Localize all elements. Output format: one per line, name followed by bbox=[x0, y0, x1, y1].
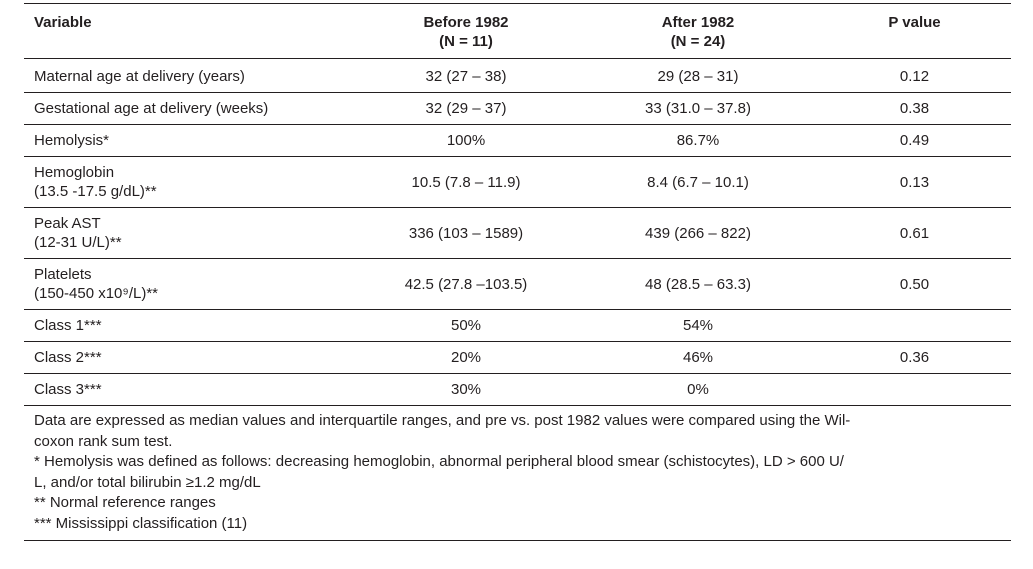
row-label-main: Peak AST bbox=[34, 215, 101, 232]
row-after-value: 33 (31.0 – 37.8) bbox=[645, 100, 751, 117]
header-p-value: P value bbox=[888, 14, 941, 31]
row-p-value bbox=[818, 310, 1011, 342]
row-after-value: 439 (266 – 822) bbox=[645, 224, 751, 242]
table-row: Peak AST (12-31 U/L)** 336 (103 – 1589) … bbox=[24, 208, 1011, 259]
row-label-main: Hemoglobin bbox=[34, 164, 115, 181]
header-before-1982: Before 1982 (N = 11) bbox=[354, 4, 578, 59]
row-after-value: 86.7% bbox=[676, 132, 720, 149]
header-after-1982: After 1982 (N = 24) bbox=[578, 4, 818, 59]
row-label: Class 3*** bbox=[34, 381, 102, 398]
row-before-value: 50% bbox=[450, 317, 482, 334]
row-label: Class 2*** bbox=[34, 349, 102, 366]
row-label-range: (150-450 x10⁹/L)** bbox=[34, 285, 158, 302]
row-label-range: (13.5 -17.5 g/dL)** bbox=[34, 183, 157, 200]
row-after-value: 54% bbox=[682, 317, 714, 334]
row-p-value: 0.50 bbox=[899, 275, 930, 293]
row-before-value: 30% bbox=[450, 381, 482, 398]
row-after-value: 0% bbox=[687, 381, 709, 398]
row-p-value: 0.13 bbox=[899, 173, 930, 191]
row-label: Maternal age at delivery (years) bbox=[34, 68, 245, 85]
row-label-main: Platelets bbox=[34, 266, 92, 283]
row-before-value: 100% bbox=[446, 132, 486, 149]
row-p-value: 0.61 bbox=[899, 224, 930, 242]
comparison-table-container: Variable Before 1982 (N = 11) After 1982… bbox=[24, 3, 1011, 541]
footnote-data-line2: coxon rank sum test. bbox=[34, 432, 173, 450]
row-label: Gestational age at delivery (weeks) bbox=[34, 100, 269, 117]
row-label: Platelets (150-450 x10⁹/L)** bbox=[24, 259, 354, 310]
table-row: Class 3*** 30% 0% bbox=[24, 374, 1011, 406]
footnote-mississippi: *** Mississippi classification (11) bbox=[34, 514, 248, 532]
table-footnotes-row: Data are expressed as median values and … bbox=[24, 406, 1011, 541]
row-p-value bbox=[818, 374, 1011, 406]
table-row: Class 1*** 50% 54% bbox=[24, 310, 1011, 342]
row-label: Class 1*** bbox=[34, 317, 102, 334]
row-p-value: 0.36 bbox=[899, 349, 930, 366]
footnote-hemolysis-line1: * Hemolysis was defined as follows: decr… bbox=[34, 453, 844, 470]
row-after-value: 48 (28.5 – 63.3) bbox=[645, 275, 751, 293]
footnote-data-line1: Data are expressed as median values and … bbox=[34, 412, 851, 429]
header-after-n: (N = 24) bbox=[670, 33, 726, 50]
header-before-n: (N = 11) bbox=[439, 33, 493, 50]
row-after-value: 8.4 (6.7 – 10.1) bbox=[647, 173, 749, 191]
row-before-value: 32 (27 – 38) bbox=[425, 68, 507, 85]
header-variable: Variable bbox=[34, 14, 92, 31]
table-row: Hemoglobin (13.5 -17.5 g/dL)** 10.5 (7.8… bbox=[24, 157, 1011, 208]
row-before-value: 20% bbox=[450, 349, 482, 366]
comparison-table: Variable Before 1982 (N = 11) After 1982… bbox=[24, 3, 1011, 541]
row-before-value: 32 (29 – 37) bbox=[425, 100, 507, 117]
row-before-value: 336 (103 – 1589) bbox=[408, 224, 524, 242]
row-before-value: 42.5 (27.8 –103.5) bbox=[404, 275, 528, 293]
row-p-value: 0.38 bbox=[899, 100, 930, 117]
table-row: Hemolysis* 100% 86.7% 0.49 bbox=[24, 125, 1011, 157]
header-after-title: After 1982 bbox=[661, 14, 735, 31]
row-label-range: (12-31 U/L)** bbox=[34, 234, 122, 251]
row-label: Hemoglobin (13.5 -17.5 g/dL)** bbox=[24, 157, 354, 208]
row-label: Peak AST (12-31 U/L)** bbox=[24, 208, 354, 259]
table-header-row: Variable Before 1982 (N = 11) After 1982… bbox=[24, 3, 1011, 59]
table-row: Gestational age at delivery (weeks) 32 (… bbox=[24, 93, 1011, 125]
row-before-value: 10.5 (7.8 – 11.9) bbox=[411, 173, 521, 191]
row-label: Hemolysis* bbox=[34, 132, 110, 149]
header-before-title: Before 1982 bbox=[423, 14, 509, 31]
footnote-reference-ranges: ** Normal reference ranges bbox=[34, 494, 216, 511]
table-row: Class 2*** 20% 46% 0.36 bbox=[24, 342, 1011, 374]
row-p-value: 0.49 bbox=[899, 132, 930, 149]
table-row: Maternal age at delivery (years) 32 (27 … bbox=[24, 59, 1011, 93]
row-p-value: 0.12 bbox=[899, 68, 930, 85]
row-after-value: 46% bbox=[682, 349, 714, 366]
table-row: Platelets (150-450 x10⁹/L)** 42.5 (27.8 … bbox=[24, 259, 1011, 310]
row-after-value: 29 (28 – 31) bbox=[657, 68, 739, 85]
footnote-hemolysis-line2: L, and/or total bilirubin ≥1.2 mg/dL bbox=[34, 473, 261, 491]
table-footnotes: Data are expressed as median values and … bbox=[24, 406, 1011, 541]
